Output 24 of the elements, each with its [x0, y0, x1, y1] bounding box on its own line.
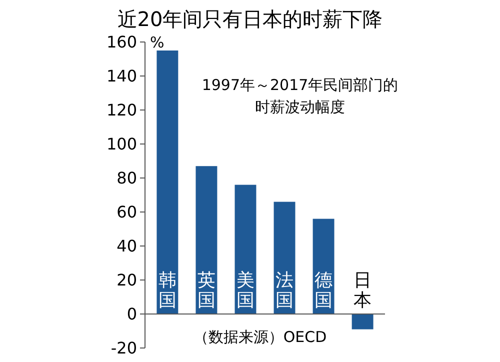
annotation: （数据来源）OECD [193, 328, 327, 346]
bar [352, 314, 374, 330]
y-tick-label: 140 [106, 66, 137, 86]
y-tick-label: 60 [116, 202, 137, 222]
y-tick-label: 160 [106, 32, 137, 52]
y-tick-label: 100 [106, 134, 137, 154]
x-tick-label: 英国 [197, 270, 216, 311]
y-tick-label: 120 [106, 100, 137, 120]
x-tick-label: 美国 [236, 270, 254, 311]
y-tick-label: 80 [116, 168, 137, 188]
y-tick-label: 20 [116, 270, 137, 290]
x-tick-label: 韩国 [158, 270, 176, 311]
bar [156, 50, 178, 314]
y-axis-title: % [150, 33, 164, 52]
x-tick-label: 法国 [276, 270, 294, 311]
chart-title: 近20年间只有日本的时薪下降 [117, 7, 383, 31]
y-tick-label: 40 [116, 236, 137, 256]
y-tick-label: -20 [110, 338, 137, 358]
x-tick-label: 德国 [314, 270, 333, 311]
bar [196, 166, 218, 314]
x-tick-label: 日本 [354, 270, 372, 311]
annotation: 1997年～2017年民间部门的 [202, 76, 398, 94]
y-tick-label: 0 [126, 304, 137, 324]
annotation: 时薪波动幅度 [255, 98, 345, 116]
